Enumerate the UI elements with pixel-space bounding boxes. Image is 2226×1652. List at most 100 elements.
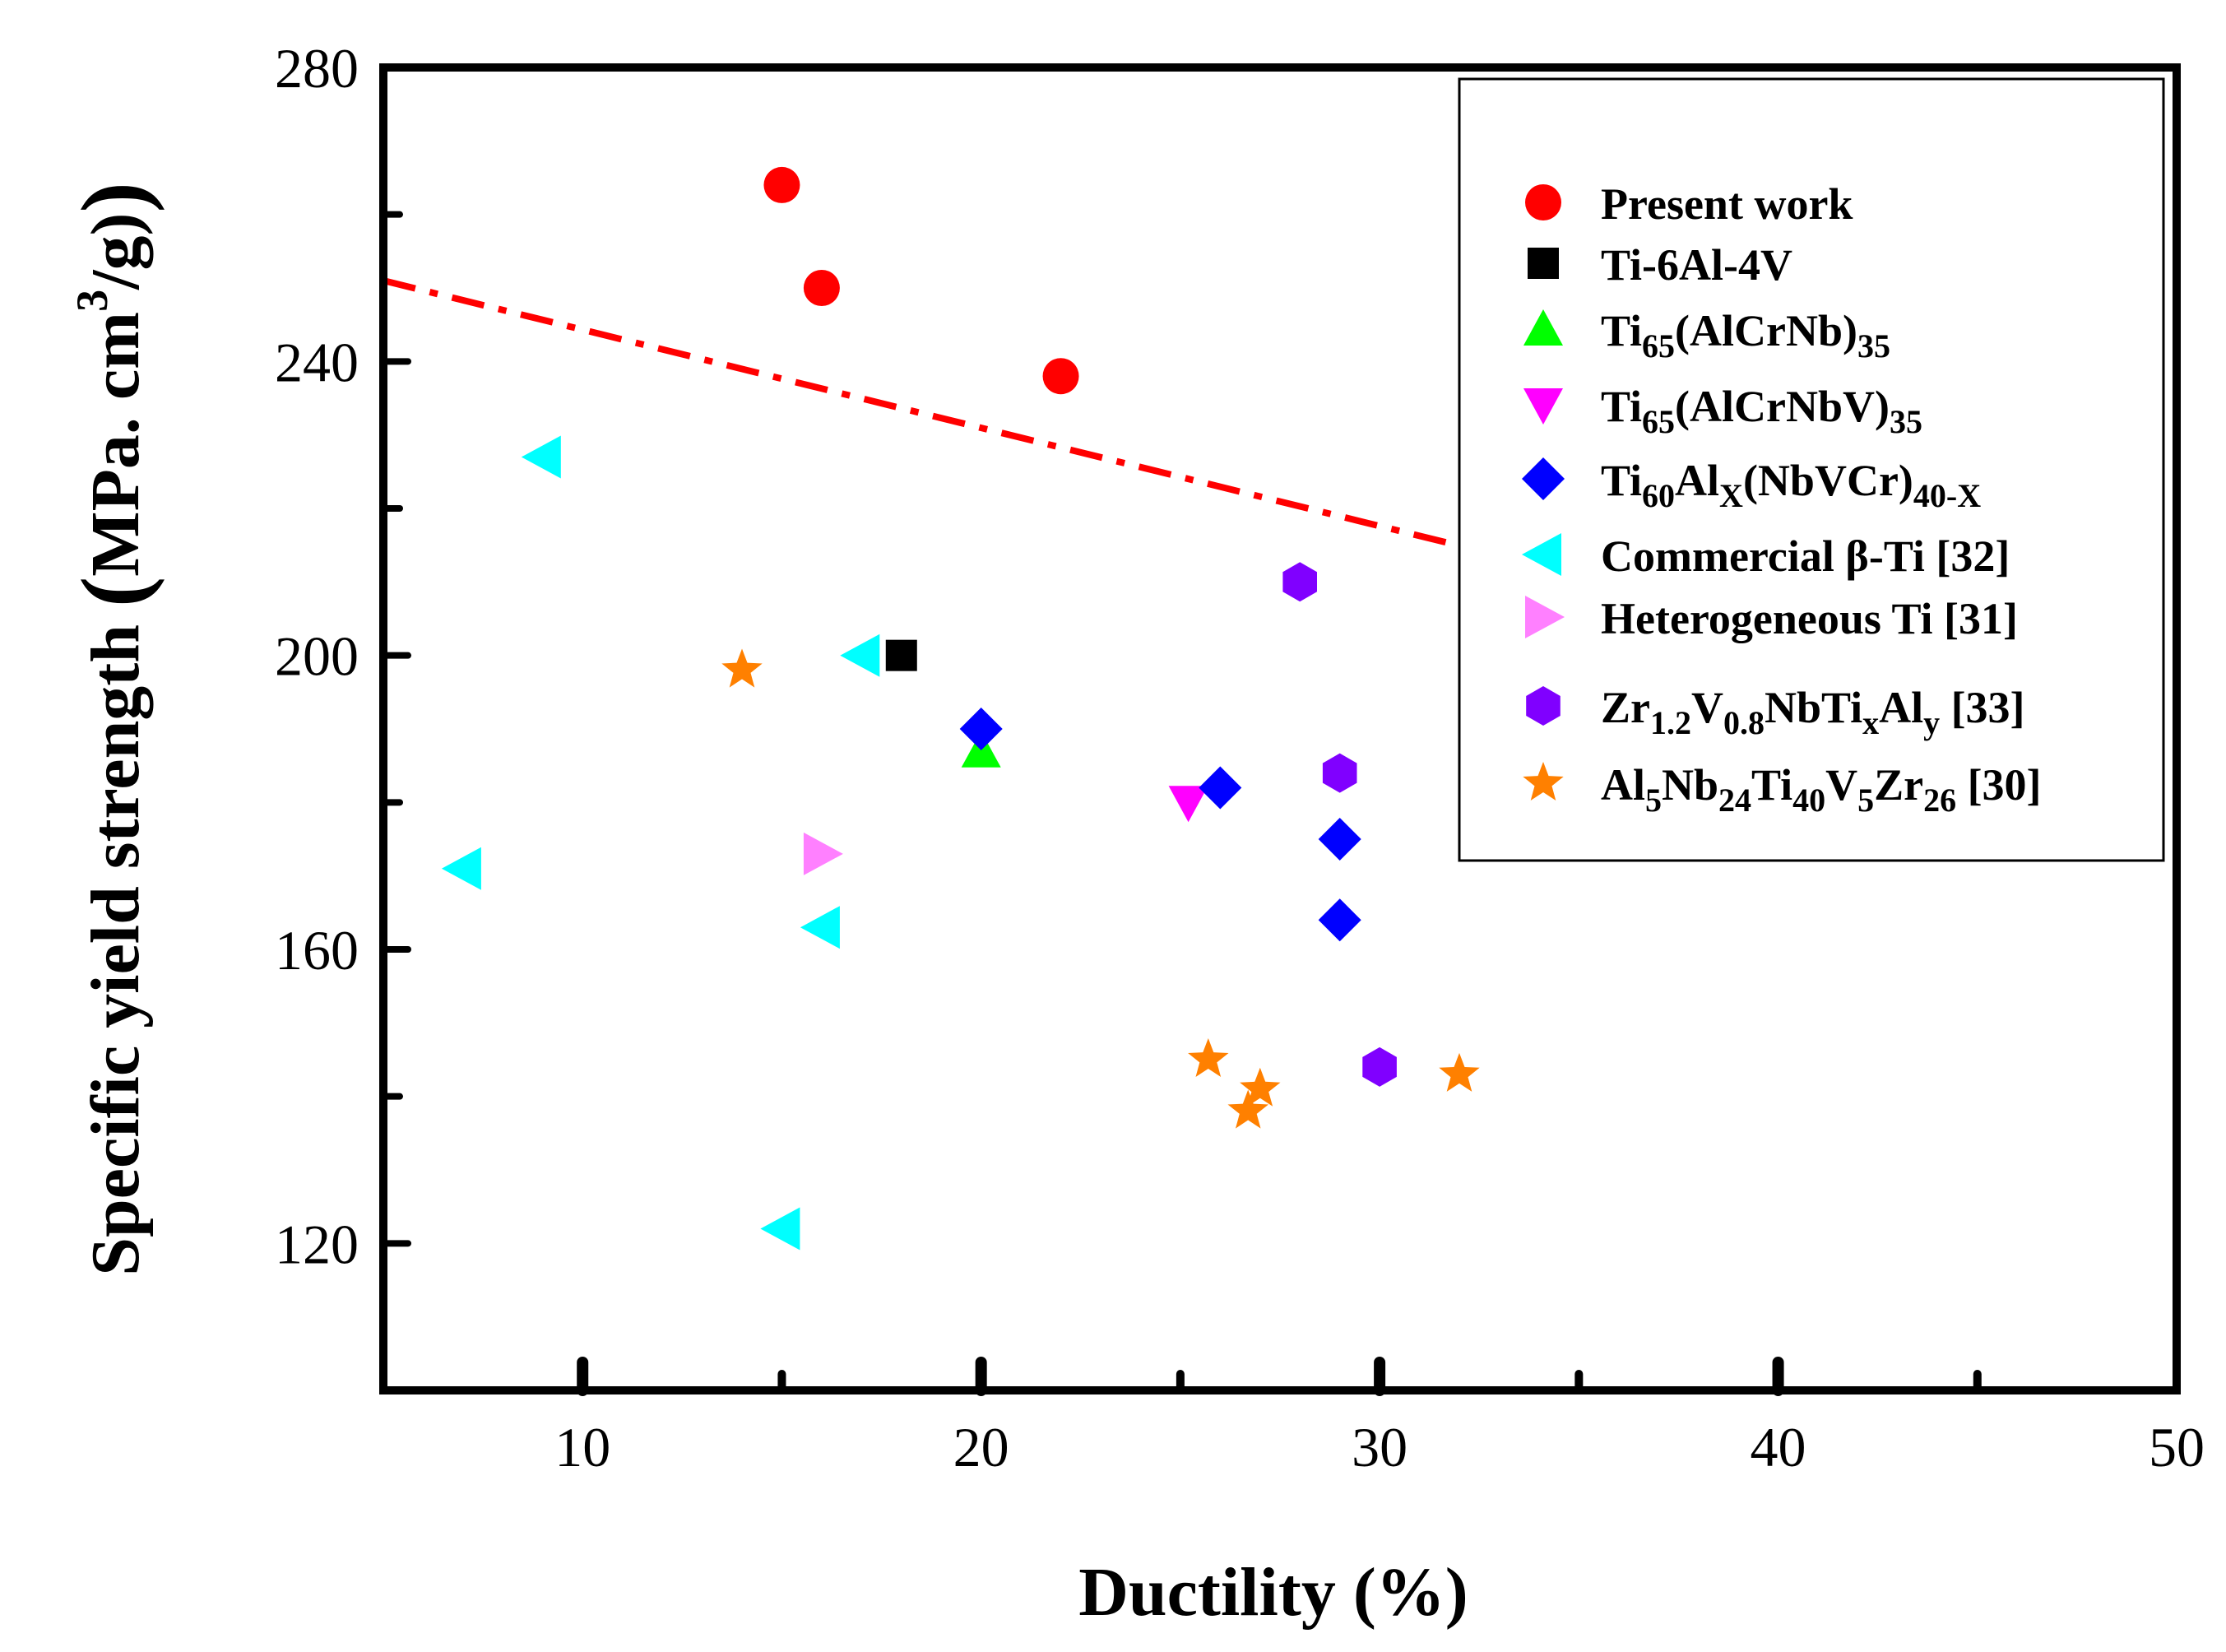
data-point-beta — [760, 1207, 800, 1251]
data-point-zr — [1362, 1046, 1397, 1087]
legend-label-part: 35 — [1857, 327, 1890, 364]
legend-label-part: (AlCrNb) — [1675, 306, 1857, 355]
legend-marker-present — [1525, 184, 1561, 220]
legend-label-part: 5 — [1857, 782, 1874, 819]
legend-item-zr: Zr1.2V0.8NbTixAly [33] — [1526, 683, 2025, 741]
legend-label-present: Present work — [1601, 179, 1853, 229]
series-present — [763, 166, 1079, 395]
legend-item-ti60: Ti60AlX(NbVCr)40-X — [1522, 456, 1981, 514]
legend-label-part: Al — [1879, 683, 1923, 732]
trend-line — [383, 277, 1488, 556]
legend-label-part: NbTi — [1765, 683, 1862, 732]
data-point-present — [1042, 358, 1079, 395]
legend-label-part: 0.8 — [1723, 704, 1765, 741]
data-point-al5 — [1240, 1067, 1281, 1107]
legend-marker-ti65a — [1523, 309, 1563, 346]
data-point-zr — [1282, 562, 1317, 602]
y-tick-label: 240 — [275, 331, 359, 393]
data-point-present — [763, 166, 800, 203]
legend-marker-hetero — [1525, 596, 1565, 638]
legend-label-part: 35 — [1890, 403, 1922, 440]
y-axis-title-close-paren: ) — [63, 182, 165, 212]
data-point-beta — [441, 847, 481, 890]
legend-label-ti65a: Ti65(AlCrNb)35 — [1601, 306, 1890, 364]
y-tick-label: 280 — [275, 37, 359, 100]
plot-frame — [379, 63, 2181, 1394]
x-tick-label: 10 — [554, 1416, 610, 1478]
legend-label-part: 5 — [1645, 782, 1662, 819]
legend-item-al5: Al5Nb24Ti40V5Zr26 [30] — [1523, 760, 2042, 819]
series-ti64 — [885, 639, 917, 671]
data-point-beta — [800, 906, 840, 949]
legend-label-hetero: Heterogeneous Ti [31] — [1601, 594, 2018, 643]
legend-label-part: Commercial β-Ti [32] — [1601, 531, 2010, 581]
data-point-al5 — [721, 648, 763, 688]
y-axis-title-main: Specific yield strength — [77, 607, 154, 1276]
legend-label-part: V — [1825, 760, 1857, 810]
legend-marker-ti64 — [1528, 248, 1559, 279]
legend-label-part: 40-X — [1913, 477, 1981, 514]
data-point-zr — [1322, 753, 1357, 793]
legend-label-part: 1.2 — [1650, 704, 1691, 741]
legend-item-present: Present work — [1525, 179, 1853, 229]
legend-label-part: Nb — [1662, 760, 1718, 810]
series-al5 — [721, 648, 1480, 1129]
x-axis-title: Ductility (%) — [1078, 1554, 1468, 1631]
data-point-ti60 — [959, 708, 1003, 750]
legend-label-part: 60 — [1642, 477, 1675, 514]
data-point-ti65b — [1168, 786, 1208, 823]
data-point-beta — [521, 435, 561, 479]
data-point-ti60 — [1318, 898, 1361, 942]
legend-label-part: (AlCrNbV) — [1675, 382, 1890, 431]
legend-label-part: Ti — [1601, 456, 1642, 505]
series-beta — [441, 435, 880, 1251]
x-tick-label: 50 — [2149, 1416, 2205, 1478]
legend-label-ti64: Ti-6Al-4V — [1601, 240, 1792, 290]
series-hetero — [803, 832, 843, 875]
data-point-beta — [840, 633, 880, 677]
x-tick-label: 40 — [1751, 1416, 1806, 1478]
legend-item-ti65b: Ti65(AlCrNbV)35 — [1523, 382, 1922, 440]
legend-marker-al5 — [1523, 762, 1564, 800]
legend-box — [1458, 77, 2165, 862]
series-ti60 — [959, 708, 1361, 942]
series-zr — [1282, 562, 1397, 1087]
data-point-al5 — [1188, 1038, 1229, 1077]
legend-item-ti65a: Ti65(AlCrNb)35 — [1523, 306, 1890, 364]
legend-label-part: y — [1923, 704, 1940, 741]
y-axis-title-tail: /g) — [77, 213, 154, 290]
legend-label-part: Zr — [1874, 760, 1923, 810]
x-tick-label: 20 — [953, 1416, 1009, 1478]
legend-label-part: 65 — [1642, 403, 1675, 440]
legend-label-part: 24 — [1718, 782, 1751, 819]
legend: Present workTi-6Al-4VTi65(AlCrNb)35Ti65(… — [1458, 77, 2165, 862]
data-point-present — [803, 270, 840, 306]
data-point-ti60 — [1318, 818, 1361, 861]
y-axis-title-open-paren: ( — [63, 577, 165, 607]
legend-item-hetero: Heterogeneous Ti [31] — [1525, 594, 2018, 643]
legend-label-part: Ti — [1751, 760, 1792, 810]
legend-label-ti60: Ti60AlX(NbVCr)40-X — [1601, 456, 1981, 514]
y-tick-label: 200 — [275, 625, 359, 688]
data-point-ti64 — [885, 639, 917, 671]
legend-label-al5: Al5Nb24Ti40V5Zr26 [30] — [1601, 760, 2042, 819]
legend-item-ti64: Ti-6Al-4V — [1528, 240, 1792, 290]
legend-label-part: Present work — [1601, 179, 1853, 229]
x-tick-label: 30 — [1352, 1416, 1407, 1478]
legend-label-part: Ti — [1601, 382, 1642, 431]
legend-label-part: (NbVCr) — [1743, 456, 1913, 505]
legend-label-zr: Zr1.2V0.8NbTixAly [33] — [1601, 683, 2025, 741]
y-axis-title-units: MPa. cm — [77, 312, 154, 577]
legend-label-part: Ti-6Al-4V — [1601, 240, 1792, 290]
legend-label-part: [33] — [1940, 683, 2024, 732]
legend-label-part: Zr — [1601, 683, 1650, 732]
legend-label-part: x — [1862, 704, 1879, 741]
data-point-al5 — [1227, 1089, 1268, 1129]
legend-label-part: 40 — [1792, 782, 1825, 819]
y-axis-title-sup: 3 — [67, 290, 117, 312]
data-point-ti60 — [1199, 766, 1242, 810]
data-point-al5 — [1439, 1052, 1480, 1092]
legend-label-beta: Commercial β-Ti [32] — [1601, 531, 2010, 581]
legend-label-part: V — [1691, 683, 1723, 732]
legend-item-beta: Commercial β-Ti [32] — [1522, 531, 2010, 581]
